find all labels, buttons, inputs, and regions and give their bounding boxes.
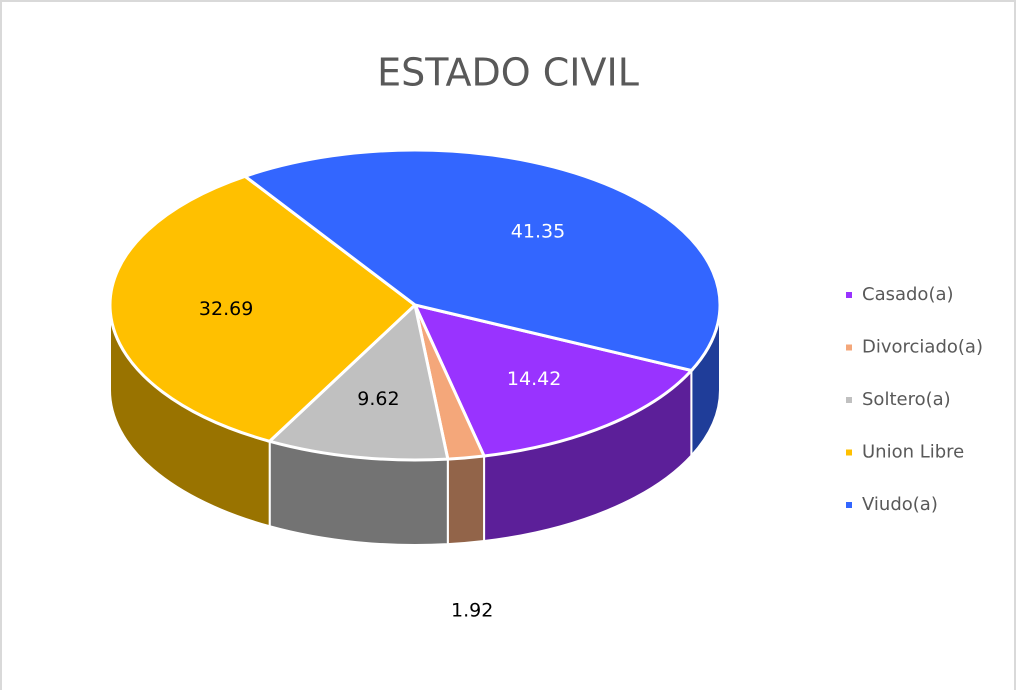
pie-side	[446, 454, 486, 546]
legend-marker	[846, 502, 852, 508]
legend: Casado(a) Divorciado(a) Soltero(a) Union Li…	[846, 284, 983, 515]
pie-tops	[108, 148, 722, 462]
legend-label: Union Libre	[862, 442, 964, 463]
legend-marker	[846, 449, 852, 456]
data-labels: 14.42 1.92 9.62 32.69 41.35	[199, 221, 565, 622]
legend-label: Divorciado(a)	[862, 337, 983, 358]
pie-slice	[241, 148, 722, 373]
legend-label: Viudo(a)	[862, 494, 938, 515]
data-label: 9.62	[357, 388, 399, 410]
pie-slice	[108, 174, 418, 443]
chart-title: ESTADO CIVIL	[377, 51, 639, 95]
data-label: 1.92	[451, 600, 493, 622]
pie-slice	[412, 302, 695, 458]
data-label: 14.42	[507, 368, 561, 390]
legend-marker	[846, 344, 852, 351]
legend-label: Casado(a)	[862, 284, 954, 305]
legend-label: Soltero(a)	[862, 389, 951, 410]
legend-marker	[846, 397, 852, 403]
pie-slice	[266, 302, 450, 462]
legend-marker	[846, 292, 852, 298]
data-label: 41.35	[511, 221, 565, 243]
data-label: 32.69	[199, 298, 253, 320]
